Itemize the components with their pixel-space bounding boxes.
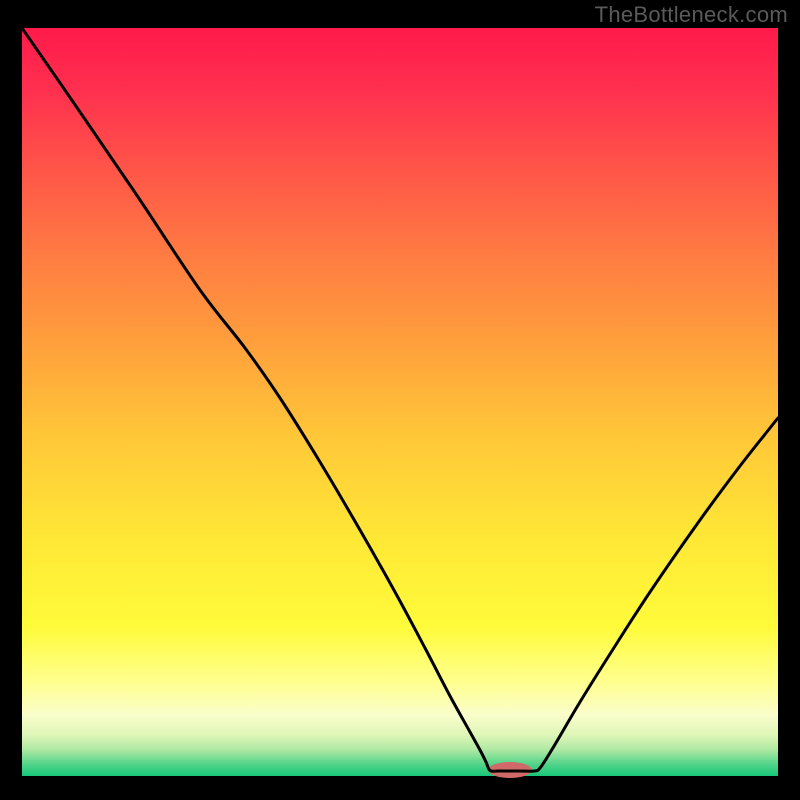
watermark-text: TheBottleneck.com (595, 2, 788, 28)
bottleneck-chart (0, 0, 800, 800)
plot-background (22, 28, 778, 776)
